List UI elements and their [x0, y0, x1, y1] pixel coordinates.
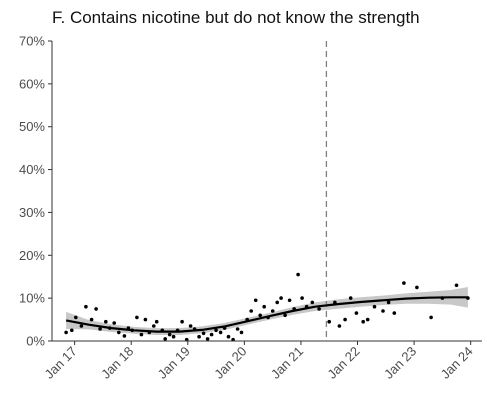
data-point: [429, 315, 433, 320]
data-point: [94, 307, 98, 311]
data-point: [201, 331, 206, 336]
data-point: [270, 309, 275, 313]
data-point: [167, 332, 172, 337]
data-point: [300, 296, 304, 300]
y-tick-label: 50%: [19, 119, 45, 134]
trend-line: [65, 296, 468, 333]
data-point: [381, 309, 385, 313]
data-point: [98, 327, 102, 331]
data-point: [89, 317, 94, 322]
data-point: [365, 317, 370, 322]
data-point: [343, 317, 347, 322]
data-point: [122, 334, 127, 338]
data-point: [74, 315, 78, 320]
x-tick-label: Jan 19: [155, 344, 193, 382]
data-point: [135, 315, 139, 320]
data-point: [361, 319, 366, 324]
data-point: [275, 300, 280, 305]
data-point: [392, 311, 397, 315]
x-tick-label: Jan 21: [268, 344, 306, 382]
data-point: [296, 272, 300, 277]
data-point: [152, 324, 156, 328]
data-point: [348, 296, 353, 300]
chart-title: F. Contains nicotine but do not know the…: [52, 8, 420, 27]
data-point: [310, 300, 315, 305]
data-point: [197, 334, 201, 339]
data-point: [79, 324, 84, 328]
y-tick-label: 10%: [19, 291, 45, 306]
x-tick-label: Jan 22: [324, 344, 362, 382]
data-point: [117, 330, 121, 335]
y-tick-label: 70%: [19, 34, 45, 49]
data-point: [139, 332, 144, 337]
axes-layer: 0% 10% 20% 30% 40% 50% 60% 70% Jan 17 Jan 18 Jan 1…: [19, 34, 482, 382]
data-point: [163, 337, 167, 341]
data-point: [214, 328, 218, 333]
data-point: [317, 307, 321, 311]
y-tick-label: 0%: [26, 334, 45, 349]
y-tick-label: 30%: [19, 205, 45, 220]
x-tick-label: Jan 18: [98, 344, 136, 382]
data-point: [143, 317, 148, 322]
data-point: [218, 330, 223, 335]
y-tick-label: 60%: [19, 76, 45, 91]
data-point: [171, 334, 176, 339]
data-point: [112, 321, 116, 325]
data-point: [454, 283, 459, 288]
data-point: [258, 313, 263, 318]
data-point: [235, 327, 240, 331]
data-point: [84, 304, 88, 309]
data-point: [180, 319, 184, 324]
y-tick-label: 40%: [19, 162, 45, 177]
data-point: [104, 319, 108, 324]
data-point: [188, 324, 193, 328]
data-point: [249, 309, 253, 313]
confidence-band: [66, 287, 468, 335]
data-point: [354, 311, 359, 315]
data-point: [209, 332, 214, 337]
data-point: [64, 330, 68, 335]
data-point: [283, 313, 287, 318]
x-tick-label: Jan 23: [381, 344, 419, 382]
data-point: [262, 304, 267, 309]
x-tick-label: Jan 24: [438, 344, 476, 382]
data-point: [253, 298, 258, 303]
x-tick-label: Jan 17: [42, 344, 80, 382]
data-point: [327, 319, 332, 324]
data-point: [372, 304, 377, 309]
data-point: [287, 298, 292, 303]
data-point: [386, 300, 391, 305]
x-tick-label: Jan 20: [211, 344, 249, 382]
data-point: [415, 285, 419, 290]
y-tick-label: 20%: [19, 248, 45, 263]
data-point: [279, 296, 283, 300]
data-point: [226, 334, 231, 339]
data-point: [154, 319, 159, 324]
data-point: [337, 324, 342, 328]
trend-line-layer: [65, 296, 468, 333]
data-point: [70, 328, 74, 333]
data-point: [205, 337, 210, 341]
confidence-band-layer: [66, 287, 468, 335]
data-point: [402, 281, 406, 285]
data-point: [239, 330, 244, 335]
